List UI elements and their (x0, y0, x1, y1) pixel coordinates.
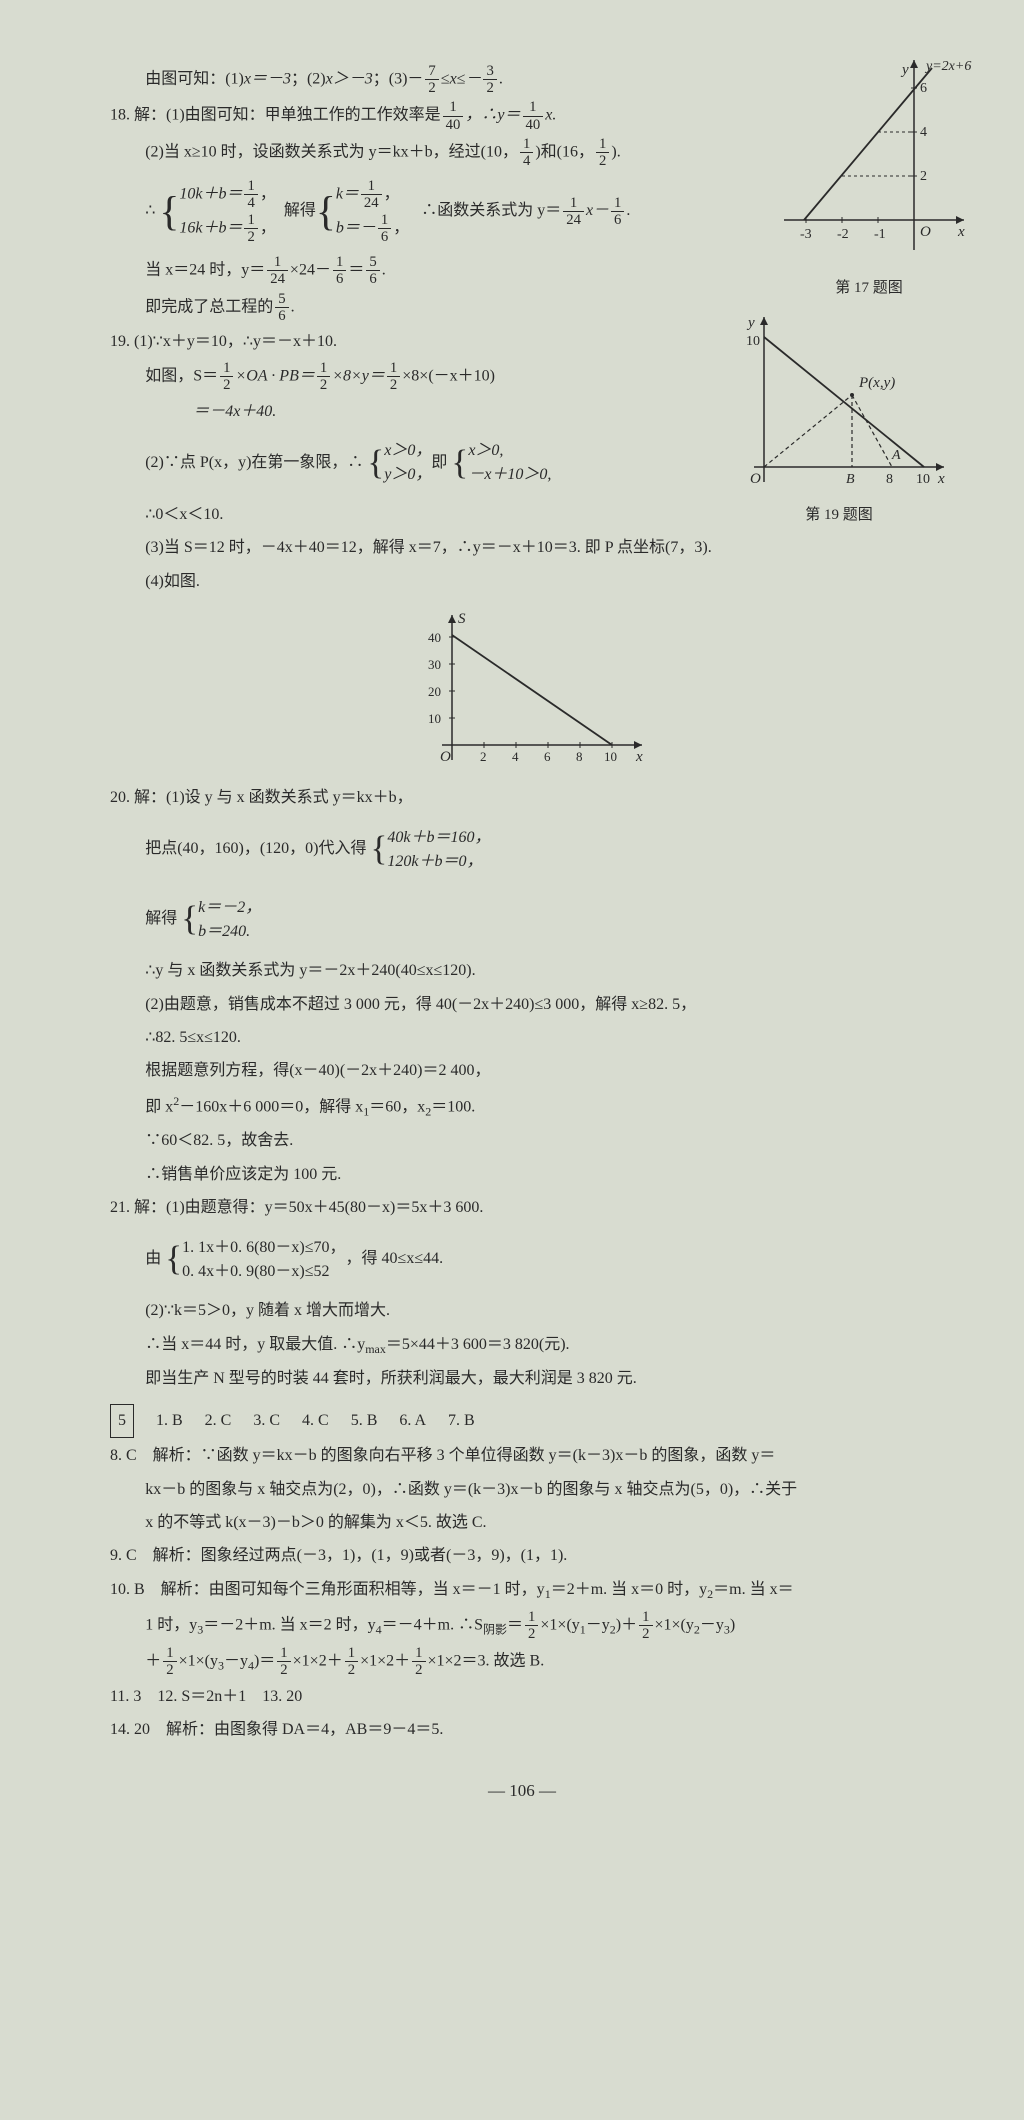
q19-line5: ∴0＜x＜10. (110, 500, 934, 530)
figure-inline: 2 4 6 8 10 10 20 30 40 (110, 605, 934, 775)
q19-line3: ＝－4x＋40. (110, 397, 934, 427)
svg-text:40: 40 (428, 630, 441, 645)
svg-text:10: 10 (428, 711, 441, 726)
q20-line9: ∵60＜82. 5，故舍去. (110, 1126, 934, 1156)
svg-text:20: 20 (428, 684, 441, 699)
svg-text:O: O (440, 749, 451, 765)
svg-text:x: x (957, 224, 965, 240)
svg-text:4: 4 (512, 749, 519, 764)
q21-line1: 21. 解：(1)由题意得：y＝50x＋45(80－x)＝5x＋3 600. (110, 1193, 934, 1223)
s5q8-l1: 8. C 解析：∵函数 y＝kx－b 的图象向右平移 3 个单位得函数 y＝(k… (110, 1441, 934, 1471)
s5q14: 14. 20 解析：由图象得 DA＝4，AB＝9－4＝5. (110, 1715, 934, 1745)
svg-text:x: x (635, 749, 643, 765)
q20-line10: ∴销售单价应该定为 100 元. (110, 1160, 934, 1190)
q20-line8: 即 x2－160x＋6 000＝0，解得 x1＝60，x2＝100. (110, 1090, 934, 1123)
q21-line2: 由 { 1. 1x＋0. 6(80－x)≤70， 0. 4x＋0. 9(80－x… (110, 1226, 934, 1293)
q20-line4: ∴y 与 x 函数关系式为 y＝－2x＋240(40≤x≤120). (110, 956, 934, 986)
q21-line3: (2)∵k＝5＞0，y 随着 x 增大而增大. (110, 1296, 934, 1326)
section5-answers: 5 1. B 2. C 3. C 4. C 5. B 6. A 7. B (110, 1404, 934, 1438)
q19-line2: 如图，S＝12×OA · PB＝12×8×y＝12×8×(－x＋10) (110, 360, 934, 393)
s5q11-13: 11. 3 12. S＝2n＋1 13. 20 (110, 1682, 934, 1712)
page-number: — 106 — (110, 1775, 934, 1807)
q19-line1: 19. (1)∵x＋y＝10，∴y＝－x＋10. (110, 327, 934, 357)
q20-line3: 解得 { k＝－2， b＝240. (110, 886, 934, 953)
s5q10-l1: 10. B 解析：由图可知每个三角形面积相等，当 x＝－1 时，y1＝2＋m. … (110, 1575, 934, 1606)
q19-line4: (2)∵点 P(x，y)在第一象限，∴ { x＞0， y＞0， 即 { x＞0,… (110, 430, 934, 497)
svg-text:6: 6 (544, 749, 551, 764)
s5q8-l2: kx－b 的图象与 x 轴交点为(2，0)，∴函数 y＝(k－3)x－b 的图象… (110, 1475, 934, 1505)
q20-line7: 根据题意列方程，得(x－40)(－2x＋240)＝2 400， (110, 1056, 934, 1086)
svg-text:10: 10 (604, 749, 617, 764)
svg-text:2: 2 (480, 749, 487, 764)
q18-line1: 18. 解：(1)由图可知：甲单独工作的工作效率是140，∴y＝140x. (110, 99, 934, 132)
q18-system: ∴ { 10k＋b＝14， 16k＋b＝12， 解得{ k＝124， b＝－16… (110, 172, 934, 251)
q19-line7: (4)如图. (110, 567, 934, 597)
svg-text:30: 30 (428, 657, 441, 672)
q18-line2: (2)当 x≥10 时，设函数关系式为 y＝kx＋b，经过(10，14)和(16… (110, 136, 934, 169)
s5q10-l3: ＋12×1×(y3－y4)＝12×1×2＋12×1×2＋12×1×2＝3. 故选… (110, 1645, 934, 1678)
s5q9: 9. C 解析：图象经过两点(－3，1)，(1，9)或者(－3，9)，(1，1)… (110, 1541, 934, 1571)
s5q10-l2: 1 时，y3＝－2＋m. 当 x＝2 时，y4＝－4＋m. ∴S阴影＝12×1×… (110, 1609, 934, 1642)
q21-line5: 即当生产 N 型号的时装 44 套时，所获利润最大，最大利润是 3 820 元. (110, 1364, 934, 1394)
svg-text:x: x (937, 471, 945, 487)
q20-line1: 20. 解：(1)设 y 与 x 函数关系式 y＝kx＋b， (110, 783, 934, 813)
q21-line4: ∴当 x＝44 时，y 取最大值. ∴ymax＝5×44＋3 600＝3 820… (110, 1330, 934, 1361)
q18-line4: 当 x＝24 时，y＝124×24－16＝56. (110, 254, 934, 287)
s5q8-l3: x 的不等式 k(x－3)－b＞0 的解集为 x＜5. 故选 C. (110, 1508, 934, 1538)
svg-text:8: 8 (576, 749, 583, 764)
top-conclusion: 由图可知：(1)x＝－3；(2)x＞－3；(3)－72≤x≤－32. (110, 63, 934, 96)
q20-line5: (2)由题意，销售成本不超过 3 000 元，得 40(－2x＋240)≤3 0… (110, 990, 934, 1020)
section5-box: 5 (110, 1404, 134, 1438)
q20-line6: ∴82. 5≤x≤120. (110, 1023, 934, 1053)
q20-line2: 把点(40，160)，(120，0)代入得 { 40k＋b＝160， 120k＋… (110, 816, 934, 883)
q19-line6: (3)当 S＝12 时，－4x＋40＝12，解得 x＝7，∴y＝－x＋10＝3.… (110, 533, 934, 563)
svg-text:S: S (458, 611, 466, 627)
